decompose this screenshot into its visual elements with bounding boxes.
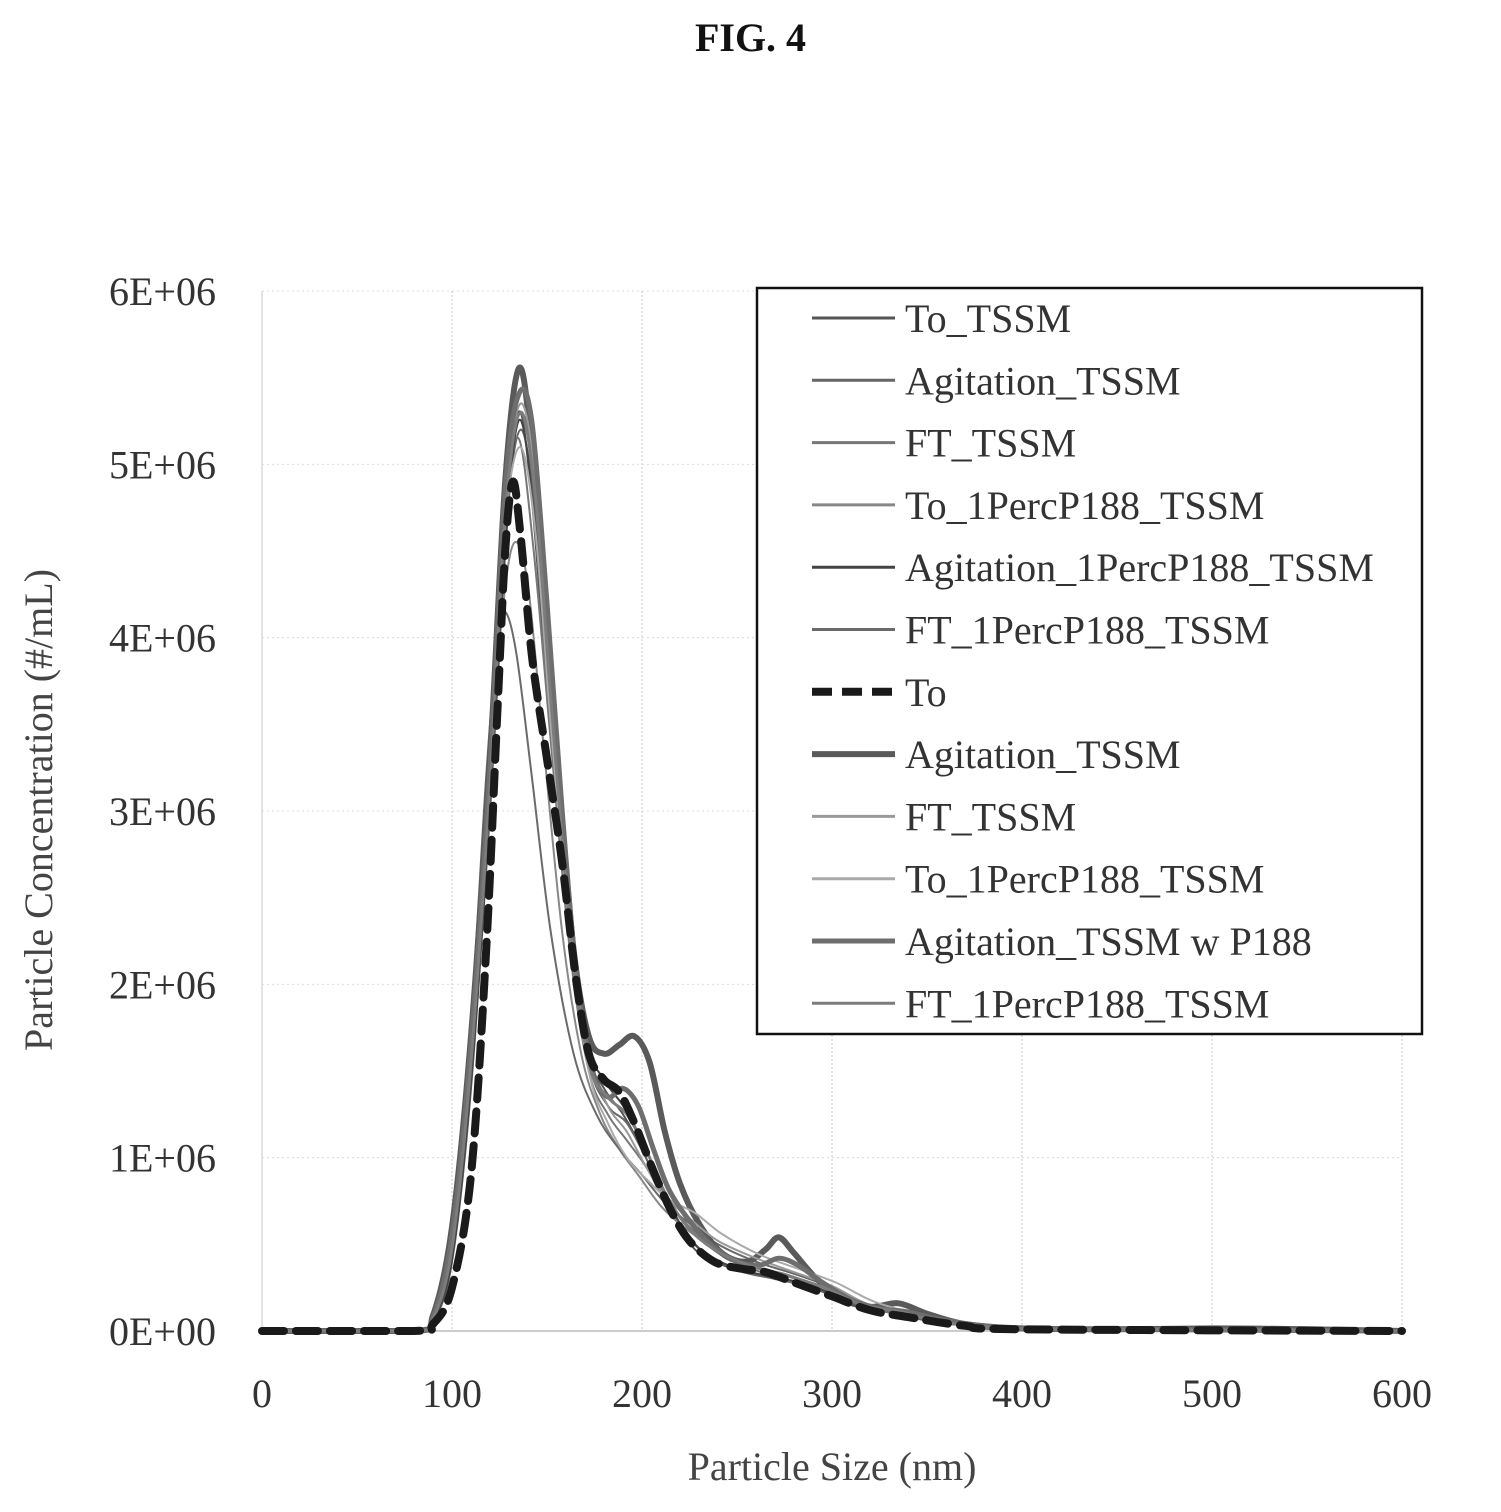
legend-label: Agitation_1PercP188_TSSM xyxy=(905,545,1374,590)
figure-label: FIG. 4 xyxy=(694,15,807,60)
y-tick-label: 2E+06 xyxy=(109,962,216,1007)
legend-label: To xyxy=(905,670,947,715)
y-tick-label: 3E+06 xyxy=(109,789,216,834)
legend-box xyxy=(755,286,1424,1036)
x-tick-label: 100 xyxy=(422,1371,482,1416)
legend-label: FT_1PercP188_TSSM xyxy=(905,981,1270,1026)
x-axis-title: Particle Size (nm) xyxy=(688,1444,977,1489)
y-tick-label: 0E+00 xyxy=(109,1309,216,1354)
legend-label: FT_1PercP188_TSSM xyxy=(905,608,1270,653)
x-tick-label: 300 xyxy=(802,1371,862,1416)
legend-label: Agitation_TSSM xyxy=(905,732,1181,777)
legend-label: Agitation_TSSM w P188 xyxy=(905,919,1312,964)
legend-label: To_TSSM xyxy=(905,296,1071,341)
x-tick-label: 200 xyxy=(612,1371,672,1416)
y-tick-label: 6E+06 xyxy=(109,269,216,314)
y-tick-label: 4E+06 xyxy=(109,616,216,661)
legend-label: To_1PercP188_TSSM xyxy=(905,483,1264,528)
series-lines xyxy=(258,364,1406,1336)
legend-label: FT_TSSM xyxy=(905,794,1076,839)
x-tick-label: 0 xyxy=(252,1371,272,1416)
x-tick-label: 500 xyxy=(1182,1371,1242,1416)
series-line xyxy=(258,477,1406,1336)
x-tick-label: 400 xyxy=(992,1371,1052,1416)
legend-label: To_1PercP188_TSSM xyxy=(905,857,1264,902)
y-tick-label: 5E+06 xyxy=(109,442,216,487)
x-tick-label: 600 xyxy=(1372,1371,1432,1416)
x-axis-ticks: 0 100 200 300 400 500 600 xyxy=(252,1371,1432,1416)
legend-label: FT_TSSM xyxy=(905,421,1076,466)
legend-label: Agitation_TSSM xyxy=(905,358,1181,403)
y-axis-title: Particle Concentration (#/mL) xyxy=(16,569,61,1051)
legend: To_TSSM Agitation_TSSM FT_TSSM To_1PercP188… xyxy=(755,286,1424,1036)
y-axis-ticks: 0E+00 1E+06 2E+06 3E+06 4E+06 5E+06 6E+06 xyxy=(109,269,216,1354)
y-tick-label: 1E+06 xyxy=(109,1136,216,1181)
